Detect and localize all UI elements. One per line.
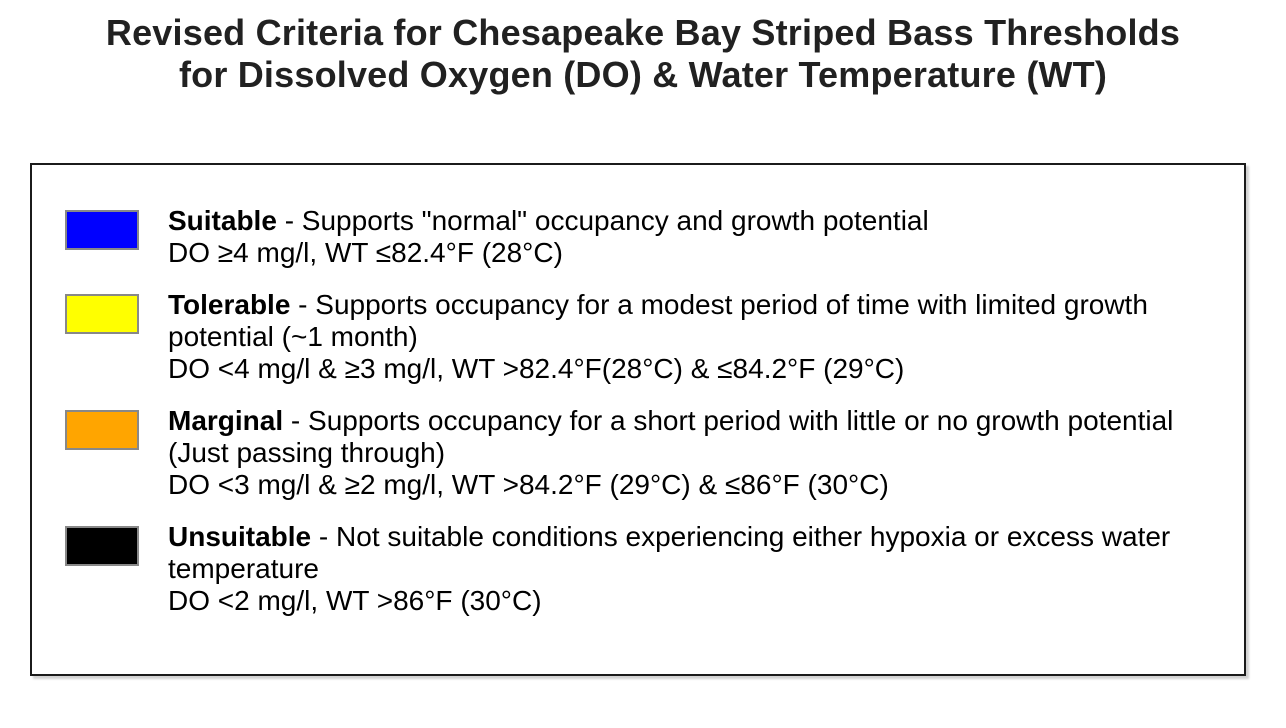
legend-entry-unsuitable: Unsuitable - Not suitable conditions exp… bbox=[65, 521, 1228, 617]
suitable-color-swatch bbox=[65, 210, 139, 250]
unsuitable-label: Unsuitable bbox=[168, 521, 312, 552]
suitable-description: - Supports "normal" occupancy and growth… bbox=[276, 205, 929, 236]
marginal-color-swatch bbox=[65, 410, 139, 450]
unsuitable-color-swatch bbox=[65, 526, 139, 566]
legend-entry-tolerable: Tolerable - Supports occupancy for a mod… bbox=[65, 289, 1228, 385]
tolerable-color-swatch bbox=[65, 294, 139, 334]
legend-box: Suitable - Supports "normal" occupancy a… bbox=[30, 163, 1246, 676]
marginal-criteria: DO <3 mg/l & ≥2 mg/l, WT >84.2°F (29°C) … bbox=[168, 469, 889, 500]
suitable-label: Suitable bbox=[168, 205, 277, 236]
page-title-line2: for Dissolved Oxygen (DO) & Water Temper… bbox=[178, 54, 1108, 95]
marginal-label: Marginal bbox=[168, 405, 284, 436]
page-title: Revised Criteria for Chesapeake Bay Stri… bbox=[0, 12, 1286, 96]
legend-entry-suitable: Suitable - Supports "normal" occupancy a… bbox=[65, 205, 1228, 269]
marginal-description: - Supports occupancy for a short period … bbox=[168, 405, 1174, 468]
page-title-line1: Revised Criteria for Chesapeake Bay Stri… bbox=[105, 12, 1181, 53]
tolerable-label: Tolerable bbox=[168, 289, 291, 320]
unsuitable-criteria: DO <2 mg/l, WT >86°F (30°C) bbox=[168, 585, 542, 616]
legend-entry-marginal: Marginal - Supports occupancy for a shor… bbox=[65, 405, 1228, 501]
unsuitable-description: - Not suitable conditions experiencing e… bbox=[168, 521, 1171, 584]
tolerable-criteria: DO <4 mg/l & ≥3 mg/l, WT >82.4°F(28°C) &… bbox=[168, 353, 905, 384]
tolerable-description: - Supports occupancy for a modest period… bbox=[168, 289, 1148, 352]
suitable-criteria: DO ≥4 mg/l, WT ≤82.4°F (28°C) bbox=[168, 237, 563, 268]
